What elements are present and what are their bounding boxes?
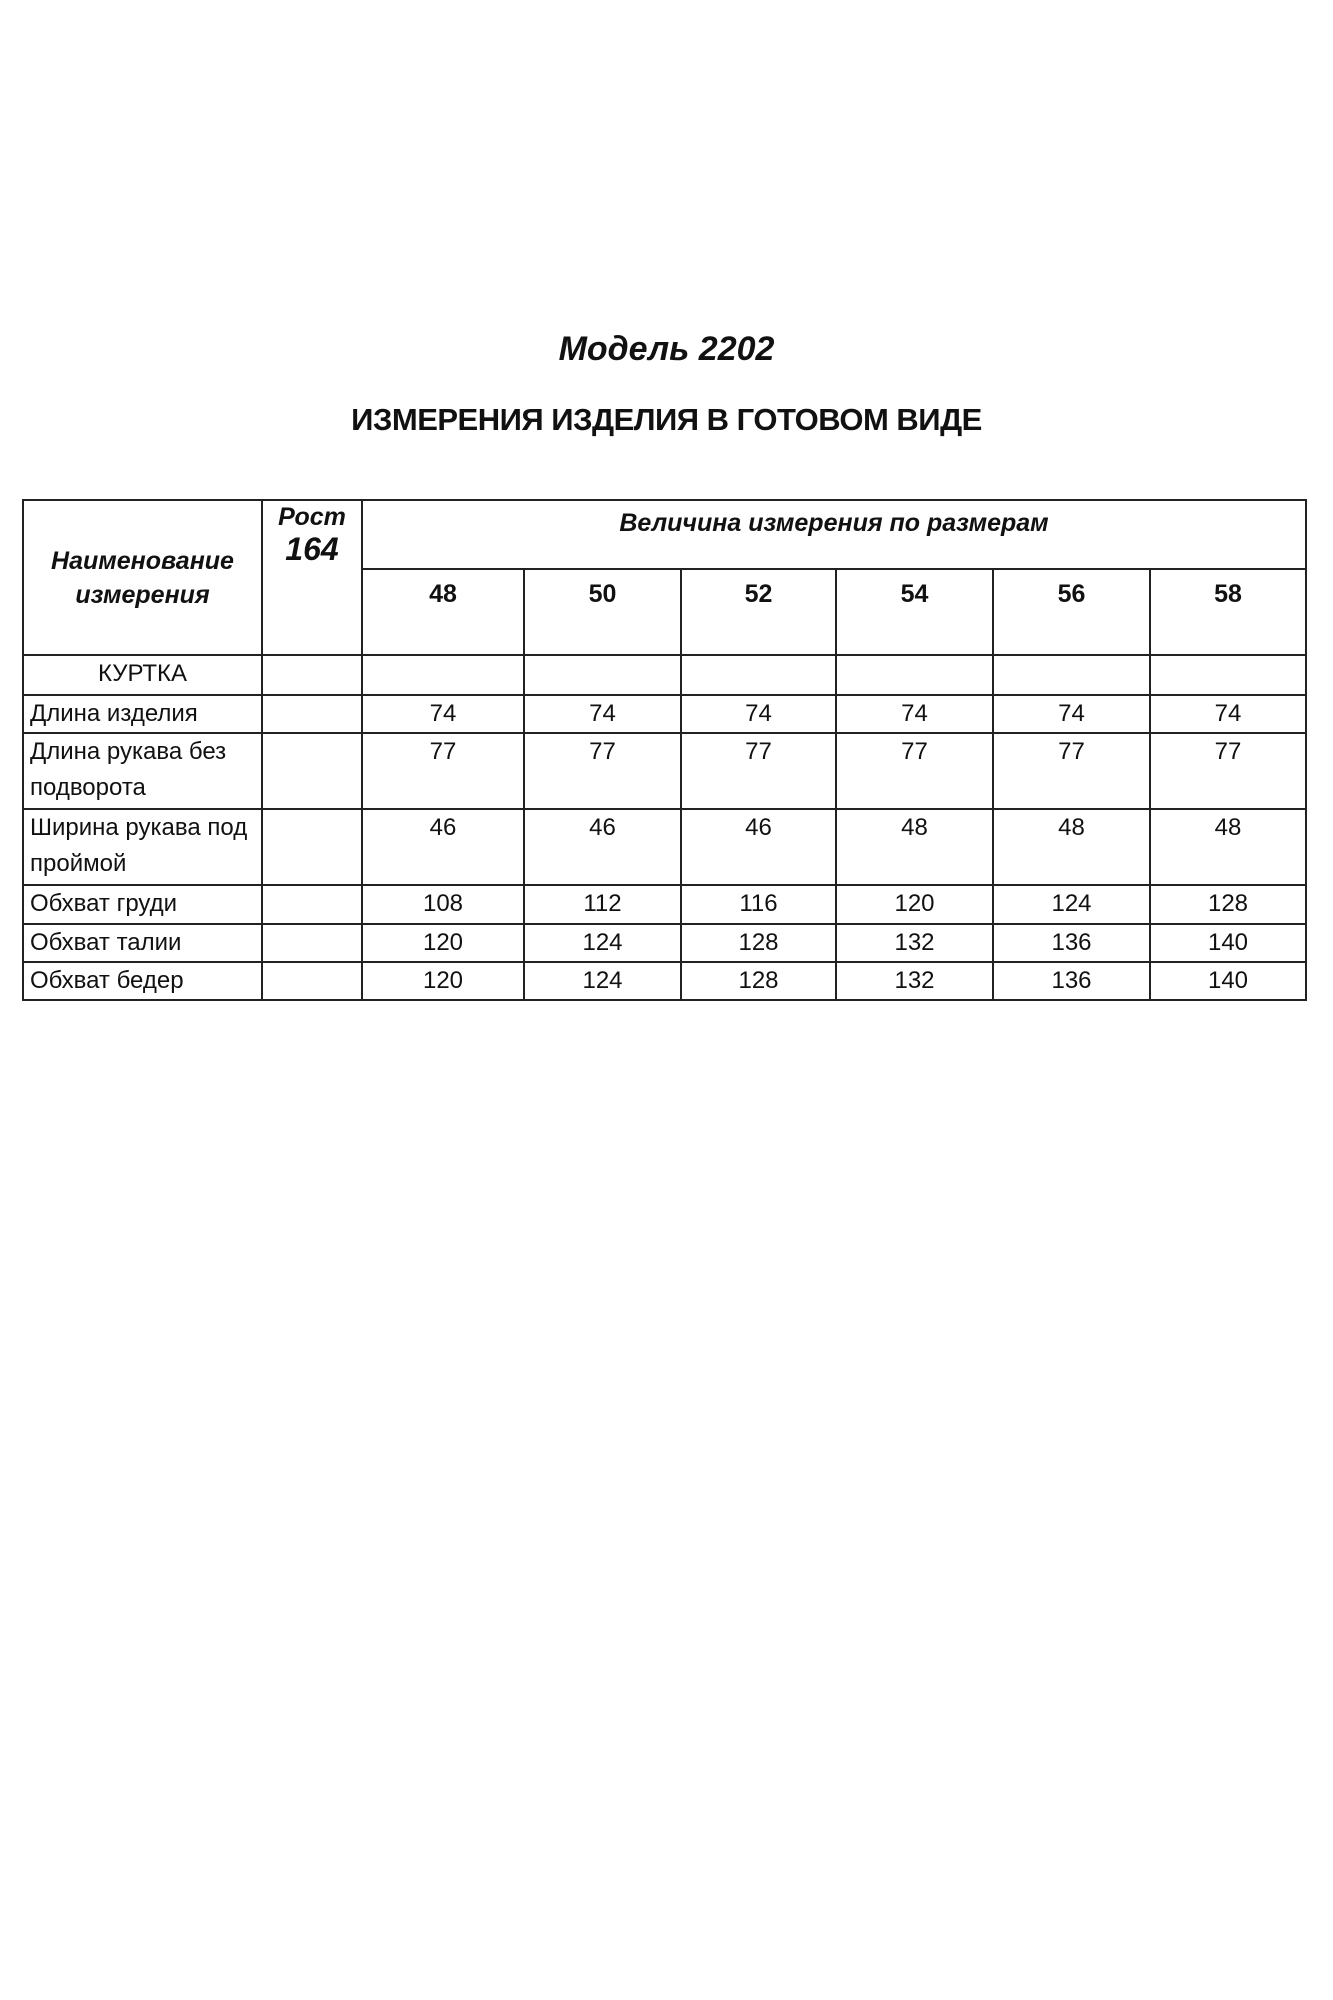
sizes-header: Величина измерения по размерам — [360, 499, 1308, 570]
size-header: 48 — [361, 568, 525, 656]
measurement-value: 128 — [680, 923, 837, 963]
measurement-value: 108 — [361, 884, 525, 925]
measurement-value: 140 — [1148, 923, 1308, 963]
height-label: Рост — [278, 503, 346, 531]
measurement-value: 74 — [1148, 694, 1308, 734]
size-header: 50 — [523, 568, 682, 656]
measurement-name: Длина рукава без подворота — [22, 732, 263, 810]
table-row: Обхват талии 120 124 128 132 136 140 — [22, 923, 1308, 963]
measurement-value: 132 — [835, 923, 994, 963]
measurement-value: 77 — [680, 732, 837, 810]
height-empty-cell — [261, 808, 363, 886]
section-label: КУРТКА — [22, 654, 263, 696]
measurement-value: 124 — [523, 923, 682, 963]
height-empty-cell — [261, 923, 363, 963]
height-empty-cell — [261, 884, 363, 925]
measurements-table: Наименование измерения Рост 164 Величина… — [22, 499, 1308, 1001]
measurement-value: 128 — [680, 961, 837, 1001]
height-empty-cell — [261, 732, 363, 810]
measurement-name: Обхват груди — [22, 884, 263, 925]
height-empty-cell — [261, 694, 363, 734]
measurement-value: 140 — [1148, 961, 1308, 1001]
measurement-value: 120 — [361, 961, 525, 1001]
table-row: Длина изделия 74 74 74 74 74 74 — [22, 694, 1308, 734]
measurement-value: 124 — [992, 884, 1151, 925]
measurement-value: 116 — [680, 884, 837, 925]
measurement-value: 74 — [992, 694, 1151, 734]
measurement-value: 77 — [992, 732, 1151, 810]
measurement-name: Длина изделия — [22, 694, 263, 734]
measurement-value: 46 — [361, 808, 525, 886]
measurement-value: 136 — [992, 961, 1151, 1001]
measurement-value: 74 — [835, 694, 994, 734]
measurement-value: 136 — [992, 923, 1151, 963]
table-row: Ширина рукава под проймой 46 46 46 48 48 48 — [22, 808, 1308, 886]
measurement-name: Обхват талии — [22, 923, 263, 963]
table-row: Обхват груди 108 112 116 120 124 128 — [22, 884, 1308, 925]
size-header: 56 — [992, 568, 1151, 656]
measurement-value: 120 — [835, 884, 994, 925]
table-row: Обхват бедер 120 124 128 132 136 140 — [22, 961, 1308, 1001]
measurement-value: 46 — [523, 808, 682, 886]
measurement-value: 74 — [361, 694, 525, 734]
measurement-value: 77 — [361, 732, 525, 810]
size-header: 54 — [835, 568, 994, 656]
height-cell: Рост 164 — [261, 499, 363, 656]
measurement-value: 112 — [523, 884, 682, 925]
measurement-value: 48 — [1148, 808, 1308, 886]
name-header: Наименование измерения — [22, 499, 263, 656]
height-value: 164 — [285, 531, 339, 567]
measurement-value: 74 — [523, 694, 682, 734]
measurement-value: 48 — [835, 808, 994, 886]
measurement-value: 77 — [523, 732, 682, 810]
measurement-value: 77 — [1148, 732, 1308, 810]
measurement-value: 128 — [1148, 884, 1308, 925]
model-title: Модель 2202 — [558, 330, 775, 368]
size-header: 58 — [1148, 568, 1308, 656]
measurement-value: 48 — [992, 808, 1151, 886]
table-row: Длина рукава без подворота 77 77 77 77 77 77 — [22, 732, 1308, 810]
measurement-name: Обхват бедер — [22, 961, 263, 1001]
size-header: 52 — [680, 568, 837, 656]
page-heading: ИЗМЕРЕНИЯ ИЗДЕЛИЯ В ГОТОВОМ ВИДЕ — [351, 402, 982, 437]
measurement-value: 124 — [523, 961, 682, 1001]
measurement-value: 120 — [361, 923, 525, 963]
measurement-value: 74 — [680, 694, 837, 734]
measurement-value: 132 — [835, 961, 994, 1001]
measurement-value: 77 — [835, 732, 994, 810]
height-empty-cell — [261, 961, 363, 1001]
measurement-name: Ширина рукава под проймой — [22, 808, 263, 886]
measurement-value: 46 — [680, 808, 837, 886]
